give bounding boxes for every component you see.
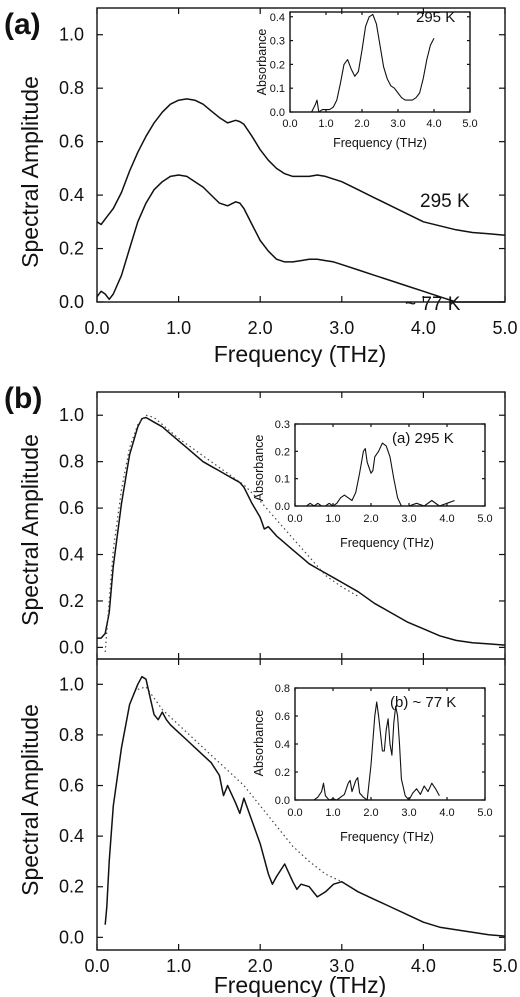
a-main-ytick-label: 0.2: [59, 239, 84, 259]
a-main-xtick-label: 5.0: [492, 318, 517, 338]
a-inset-xtick-label: 2.0: [354, 118, 369, 130]
a-inset-xtick-label: 0.0: [282, 118, 297, 130]
b-bottom-ytick-label: 0.4: [59, 826, 84, 846]
a-inset-plot-frame: [289, 11, 471, 113]
a-main-ytick-label: 1.0: [59, 25, 84, 45]
a-main-xtick-label: 4.0: [411, 318, 436, 338]
b-bottom-y-axis-label: Spectral Amplitude: [17, 704, 43, 896]
a-inset-y-axis-label: Absorbance: [255, 29, 269, 96]
a-inset-xtick-label: 3.0: [390, 118, 405, 130]
b-bottom-inset-ytick-label: 0.6: [275, 711, 290, 723]
b-bottom-inset-xtick-label: 5.0: [477, 807, 492, 819]
b-top-inset-xtick-label: 3.0: [401, 513, 416, 525]
a-main-series-1: [96, 98, 506, 236]
panel-a-frame: [96, 7, 506, 303]
a-inset-xtick-label: 4.0: [426, 118, 441, 130]
b-top-inset-xtick-label: 0.0: [287, 513, 302, 525]
b-bottom-inset-y-axis-label: Absorbance: [252, 710, 266, 777]
a-main-ytick-label: 0.6: [59, 132, 84, 152]
b-top-inset-xtick-label: 4.0: [439, 513, 454, 525]
panel-b-frame: [96, 391, 506, 951]
a-main-annotation: ~ 77 K: [405, 294, 461, 315]
b-bottom-inset-ytick-label: 0.0: [275, 795, 290, 807]
b-top-ytick-label: 0.4: [59, 545, 84, 565]
panel-a-label: (a): [4, 8, 41, 41]
a-main-xtick-label: 3.0: [329, 318, 354, 338]
b-bottom-xtick-label: 4.0: [411, 956, 436, 976]
a-main-ytick-label: 0.4: [59, 185, 84, 205]
b-bottom-series-1: [104, 675, 506, 937]
a-main-xtick-label: 1.0: [166, 318, 191, 338]
a-inset-ytick-label: 0.2: [270, 59, 285, 71]
a-main-y-axis-label: Spectral Amplitude: [17, 76, 43, 268]
b-top-inset-ytick-label: 0.1: [275, 474, 290, 486]
a-main-xtick-label: 2.0: [248, 318, 273, 338]
b-bottom-inset-annotation: (b) ~ 77 K: [390, 694, 456, 711]
b-bottom-ytick-label: 0.0: [59, 927, 84, 947]
b-bottom-xtick-label: 3.0: [329, 956, 354, 976]
b-bottom-inset-xtick-label: 3.0: [401, 807, 416, 819]
a-inset-x-axis-label: Frequency (THz): [333, 136, 427, 150]
a-inset-ytick-label: 0.3: [270, 36, 285, 48]
b-top-inset-x-axis-label: Frequency (THz): [340, 536, 434, 550]
b-top-inset-ytick-label: 0.2: [275, 446, 290, 458]
b-top-ytick-label: 0.8: [59, 452, 84, 472]
a-main-ytick-label: 0.8: [59, 78, 84, 98]
b-top-inset-xtick-label: 1.0: [325, 513, 340, 525]
b-bottom-xtick-label: 2.0: [248, 956, 273, 976]
b-top-ytick-label: 0.2: [59, 591, 84, 611]
a-inset-annotation: 295 K: [416, 9, 455, 26]
b-top-inset-xtick-label: 5.0: [477, 513, 492, 525]
b-top-series-1: [97, 416, 506, 646]
b-bottom-inset-ytick-label: 0.2: [275, 767, 290, 779]
b-bottom-ytick-label: 0.2: [59, 877, 84, 897]
b-top-inset-annotation: (a) 295 K: [392, 430, 454, 447]
a-inset-ytick-label: 0.4: [270, 12, 285, 24]
b-top-inset-y-axis-label: Absorbance: [252, 435, 266, 502]
b-bottom-inset-xtick-label: 4.0: [439, 807, 454, 819]
b-top-ytick-label: 1.0: [59, 405, 84, 425]
a-inset-ytick-label: 0.0: [270, 107, 285, 119]
b-bottom-inset-ytick-label: 0.4: [275, 739, 290, 751]
b-top-inset-xtick-label: 2.0: [363, 513, 378, 525]
b-bottom-xtick-label: 0.0: [84, 956, 109, 976]
b-top-ytick-label: 0.0: [59, 637, 84, 657]
b-top-inset-ytick-label: 0.0: [275, 501, 290, 513]
a-main-xtick-label: 0.0: [84, 318, 109, 338]
b-top-inset-ytick-label: 0.3: [275, 419, 290, 431]
panel-b-label: (b): [4, 382, 42, 415]
b-bottom-ytick-label: 0.8: [59, 725, 84, 745]
b-bottom-inset-xtick-label: 1.0: [325, 807, 340, 819]
b-bottom-x-axis-label: Frequency (THz): [214, 972, 387, 997]
a-inset-xtick-label: 5.0: [462, 118, 477, 130]
a-inset-xtick-label: 1.0: [318, 118, 333, 130]
b-top-y-axis-label: Spectral Amplitude: [17, 434, 43, 626]
b-bottom-inset-ytick-label: 0.8: [275, 683, 290, 695]
b-bottom-inset-xtick-label: 2.0: [363, 807, 378, 819]
b-top-inset-series-1: [306, 442, 455, 507]
b-top-inset-plot-frame: [294, 423, 486, 507]
b-bottom-ytick-label: 1.0: [59, 674, 84, 694]
b-bottom-xtick-label: 1.0: [166, 956, 191, 976]
a-main-ytick-label: 0.0: [59, 292, 84, 312]
b-bottom-inset-xtick-label: 0.0: [287, 807, 302, 819]
a-main-series-2: [96, 174, 505, 303]
b-top-ytick-label: 0.6: [59, 498, 84, 518]
b-bottom-ytick-label: 0.6: [59, 776, 84, 796]
b-bottom-inset-series-1: [313, 701, 440, 801]
b-bottom-inset-x-axis-label: Frequency (THz): [340, 830, 434, 844]
b-bottom-xtick-label: 5.0: [492, 956, 517, 976]
a-inset-ytick-label: 0.1: [270, 83, 285, 95]
a-main-x-axis-label: Frequency (THz): [214, 341, 387, 367]
a-main-annotation: 295 K: [420, 191, 470, 212]
a-inset-series-1: [311, 13, 435, 113]
